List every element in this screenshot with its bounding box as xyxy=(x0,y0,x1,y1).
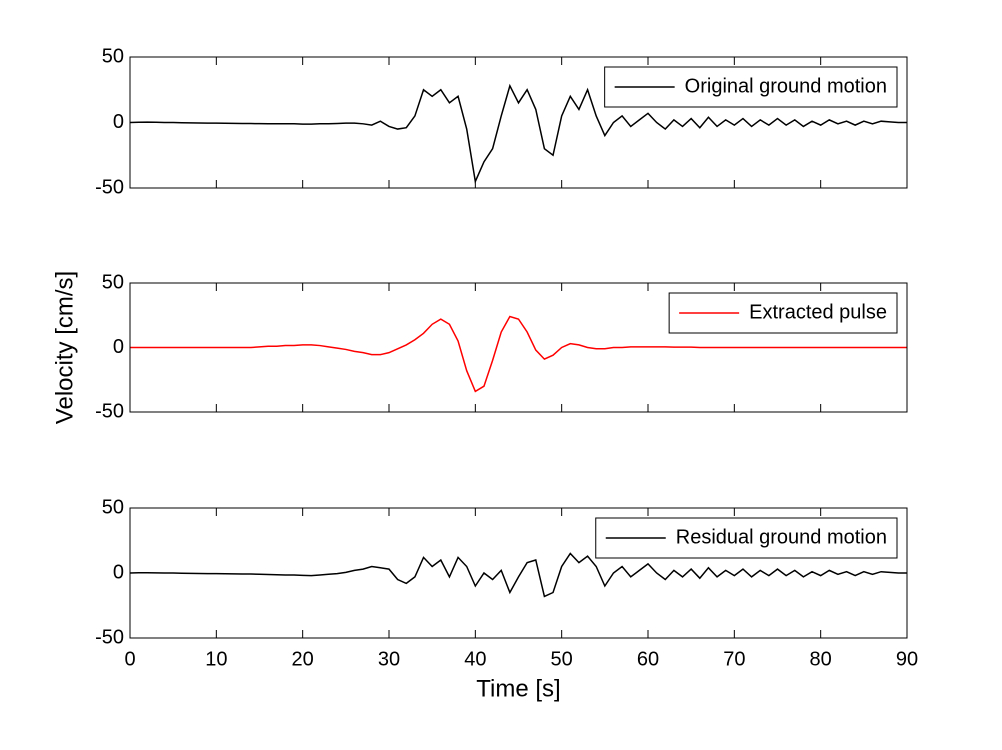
x-tick-label: 0 xyxy=(124,648,135,670)
y-tick-label: -50 xyxy=(95,626,124,648)
x-tick-label: 40 xyxy=(464,648,486,670)
x-tick-label: 80 xyxy=(810,648,832,670)
y-axis-label: Velocity [cm/s] xyxy=(51,271,78,424)
y-tick-label: 50 xyxy=(102,271,124,293)
x-tick-label: 70 xyxy=(723,648,745,670)
line-series xyxy=(130,315,907,393)
y-tick-label: -50 xyxy=(95,400,124,422)
line-series xyxy=(130,83,907,185)
axes-box xyxy=(129,282,908,413)
x-tick-label: 10 xyxy=(205,648,227,670)
series-group xyxy=(130,552,907,598)
x-tick-label: 50 xyxy=(551,648,573,670)
axes-box xyxy=(129,56,908,189)
axes-box xyxy=(129,507,908,639)
y-tick-label: 50 xyxy=(102,45,124,67)
legend-label: Extracted pulse xyxy=(749,301,887,323)
y-tick-label: 0 xyxy=(113,336,124,358)
legend-label: Original ground motion xyxy=(685,75,887,97)
y-tick-label: -50 xyxy=(95,176,124,198)
line-series xyxy=(130,552,907,598)
x-axis-label: Time [s] xyxy=(476,675,560,702)
series-group xyxy=(130,315,907,393)
series-group xyxy=(130,83,907,185)
y-tick-label: 0 xyxy=(113,111,124,133)
legend-label: Residual ground motion xyxy=(676,526,887,548)
y-tick-label: 50 xyxy=(102,496,124,518)
x-tick-label: 90 xyxy=(896,648,918,670)
y-tick-label: 0 xyxy=(113,561,124,583)
x-tick-label: 60 xyxy=(637,648,659,670)
x-tick-label: 20 xyxy=(292,648,314,670)
x-tick-label: 30 xyxy=(378,648,400,670)
